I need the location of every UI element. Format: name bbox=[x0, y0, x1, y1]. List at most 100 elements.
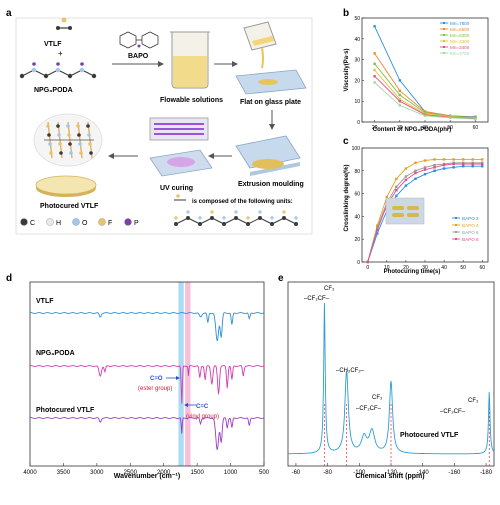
crosslinking-ytick-label-100: 100 bbox=[352, 146, 361, 152]
viscosity-legend-label-5: Mn=2700 bbox=[450, 51, 470, 56]
ftir-plot-frame bbox=[29, 281, 265, 467]
panel-c-ylabel: Crosslinking degree(%) bbox=[344, 164, 350, 231]
bapo-molecule-icon bbox=[119, 31, 159, 49]
ftir-xtick-label-1500: 1500 bbox=[190, 470, 204, 476]
panel-b-xlabel: Content of NPG₃PODA(phr) bbox=[373, 127, 451, 133]
viscosity-point-5-4 bbox=[474, 117, 477, 121]
legend-atom-label-F: F bbox=[108, 220, 112, 227]
crosslinking-point-0-8 bbox=[442, 167, 446, 170]
uv-label: UV curing bbox=[160, 185, 193, 192]
panel-d: d 4000 3500 3000 2500 2000 1500 1000 500 Wavenu… bbox=[6, 273, 270, 480]
legend-atom-H bbox=[46, 218, 54, 226]
viscosity-point-5-3 bbox=[449, 116, 452, 120]
crosslinking-point-2-5 bbox=[414, 169, 417, 172]
ftir-xtick-label-2500: 2500 bbox=[124, 470, 138, 476]
ester-arrow-icon bbox=[166, 376, 180, 380]
viscosity-ytick-label-10: 10 bbox=[354, 99, 360, 105]
viscosity-point-3-1 bbox=[398, 97, 401, 101]
nmr-annotation-4: CF₃ bbox=[372, 395, 383, 401]
crosslinking-xtick-label-50: 50 bbox=[460, 265, 466, 271]
crosslinking-xtick-label-60: 60 bbox=[479, 265, 485, 271]
crosslinking-legend-marker-3 bbox=[455, 238, 457, 240]
crosslinking-point-0-6 bbox=[423, 173, 427, 176]
panel-e: e -60 -80 -100 -120 -140 -160 -180 Chemical sh… bbox=[278, 273, 495, 480]
crosslinking-point-2-4 bbox=[404, 175, 408, 178]
viscosity-legend-label-2: Mn=5300 bbox=[450, 33, 470, 38]
nmr-annotation-7: –CF₂CF– bbox=[440, 409, 466, 415]
viscosity-point-4-0 bbox=[373, 75, 376, 78]
crosslinking-legend-label-1: BAPO 4 bbox=[462, 223, 479, 228]
vtlf-molecule-icon bbox=[56, 17, 72, 30]
crosslinking-point-1-2 bbox=[385, 195, 389, 199]
nmr-xtick-label--180: -180 bbox=[480, 470, 493, 476]
crosslinking-point-3-11 bbox=[471, 162, 474, 166]
panel-e-letter: e bbox=[278, 273, 284, 284]
crosslinking-ytick-label-20: 20 bbox=[354, 237, 360, 243]
nmr-xtick-label--60: -60 bbox=[292, 470, 301, 476]
crosslinking-point-2-7 bbox=[433, 163, 436, 167]
viscosity-ytick-label-40: 40 bbox=[354, 37, 360, 43]
ftir-label-photocured: Photocured VTLF bbox=[36, 407, 95, 414]
viscosity-xtick-label-20: 20 bbox=[372, 125, 378, 131]
viscosity-xtick-label-50: 50 bbox=[447, 125, 453, 131]
crosslinking-point-1-9 bbox=[452, 158, 455, 161]
panel-a-letter: a bbox=[6, 8, 12, 19]
nmr-plot-frame bbox=[287, 281, 495, 467]
panel-c: c 0 10 20 30 40 50 60 0 20 40 60 80 100 BAPO 2 BAPO 4 B… bbox=[343, 136, 489, 275]
viscosity-xtick-label-30: 30 bbox=[397, 125, 403, 131]
arrow-left-icon-2 bbox=[108, 153, 138, 159]
crosslinking-point-1-8 bbox=[442, 158, 446, 161]
nmr-xtick-label--80: -80 bbox=[323, 470, 332, 476]
nmr-spectrum bbox=[288, 302, 495, 455]
legend-atom-label-H: H bbox=[56, 220, 61, 227]
crosslinking-point-1-4 bbox=[404, 167, 408, 170]
viscosity-xtick-label-60: 60 bbox=[473, 125, 479, 131]
viscosity-legend-marker-2 bbox=[443, 34, 445, 36]
nmr-sample-label: Photocured VTLF bbox=[400, 432, 459, 439]
crosslinking-plot-frame bbox=[361, 147, 489, 263]
legend-atom-P bbox=[124, 218, 132, 226]
nmr-chart: -60 -80 -100 -120 -140 -160 -180 bbox=[287, 281, 495, 476]
vinyl-bond-label: C=C bbox=[196, 404, 209, 410]
panel-b-letter: b bbox=[343, 8, 349, 19]
viscosity-legend-marker-5 bbox=[443, 52, 445, 54]
nmr-annotation-5: –CF₂CF– bbox=[356, 406, 382, 412]
crosslinking-point-3-1 bbox=[376, 228, 379, 232]
crosslinking-series-line-2 bbox=[367, 162, 483, 263]
photocured-disc-icon bbox=[35, 175, 97, 197]
uv-lamp-icon bbox=[149, 117, 213, 177]
crosslinking-point-3-4 bbox=[404, 178, 408, 182]
arrow-to-beaker-icon bbox=[112, 61, 164, 67]
nmr-xtick-label--120: -120 bbox=[385, 470, 398, 476]
nmr-xtick-label--140: -140 bbox=[417, 470, 430, 476]
crosslinking-xtick-label-30: 30 bbox=[422, 265, 428, 271]
viscosity-ytick-label-0: 0 bbox=[357, 120, 360, 126]
viscosity-point-5-1 bbox=[398, 104, 401, 107]
viscosity-legend-label-3: Mn=4300 bbox=[450, 39, 470, 44]
nmr-annotation-3: –CH₂CF₂– bbox=[336, 368, 365, 374]
viscosity-point-0-0 bbox=[373, 25, 376, 28]
legend-atom-C bbox=[20, 218, 28, 226]
npg3poda-label: NPG₃PODA bbox=[34, 87, 73, 94]
viscosity-legend-label-1: Mn=6500 bbox=[450, 27, 470, 32]
crosslinking-point-1-1 bbox=[376, 224, 379, 227]
crosslinking-point-0-3 bbox=[395, 194, 398, 198]
ftir-label-vtlf: VTLF bbox=[36, 298, 54, 305]
viscosity-series-line-1 bbox=[374, 53, 476, 118]
ftir-xtick-label-3500: 3500 bbox=[57, 470, 71, 476]
crosslinking-ytick-label-60: 60 bbox=[354, 192, 360, 198]
viscosity-point-4-1 bbox=[398, 100, 401, 103]
nmr-annotation-1: CF₃ bbox=[324, 286, 335, 292]
extrusion-plate-icon bbox=[235, 135, 301, 176]
crosslinking-ytick-label-0: 0 bbox=[357, 260, 360, 266]
ftir-spectrum-0 bbox=[29, 312, 265, 342]
panel-c-letter: c bbox=[343, 136, 349, 147]
crosslinking-point-0-12 bbox=[481, 165, 484, 168]
arrow-to-plate-icon bbox=[214, 61, 238, 67]
crosslinking-legend-marker-1 bbox=[455, 224, 457, 226]
viscosity-xtick-label-40: 40 bbox=[422, 125, 428, 131]
panel-b: b 20 30 40 50 6001020304050Mn=7800Mn=6500Mn=… bbox=[343, 8, 489, 133]
crosslinking-ytick-label-40: 40 bbox=[354, 214, 360, 220]
